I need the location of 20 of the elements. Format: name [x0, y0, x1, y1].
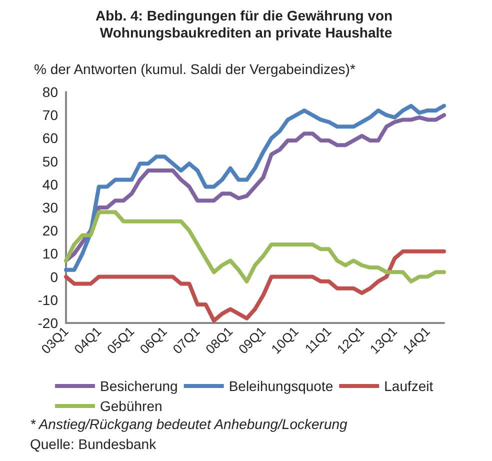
y-tick-label: 20	[42, 222, 58, 239]
legend-label: Laufzeit	[384, 378, 434, 394]
line-series	[64, 210, 446, 284]
legend-label: Beleihungsquote	[228, 378, 334, 394]
y-tick-label: 80	[42, 84, 58, 100]
source-note: Quelle: Bundesbank	[30, 436, 158, 452]
y-tick-label: 0	[50, 268, 58, 285]
y-tick-label: 50	[42, 153, 58, 170]
y-tick-label: 40	[42, 176, 58, 192]
y-axis-title: % der Antworten (kumul. Saldi der Vergabeindizes)*	[34, 61, 356, 77]
chart-title: Abb. 4: Bedingungen für die Gewährung von Wohnungsbaukrediten an private Haushalte	[96, 8, 396, 40]
legend-label: Gebühren	[100, 398, 162, 414]
y-tick-label: 10	[42, 246, 58, 262]
legend-label: Besicherung	[100, 378, 178, 394]
y-tick-label: -10	[38, 292, 58, 308]
text: * Anstieg/Rückgang bedeutet Anhebung/Lockerung	[30, 416, 348, 432]
y-tick-label: 70	[42, 107, 58, 124]
y-tick-label: -20	[38, 315, 58, 331]
y-tick-label: 30	[42, 200, 58, 216]
y-tick-label: 60	[42, 130, 58, 146]
